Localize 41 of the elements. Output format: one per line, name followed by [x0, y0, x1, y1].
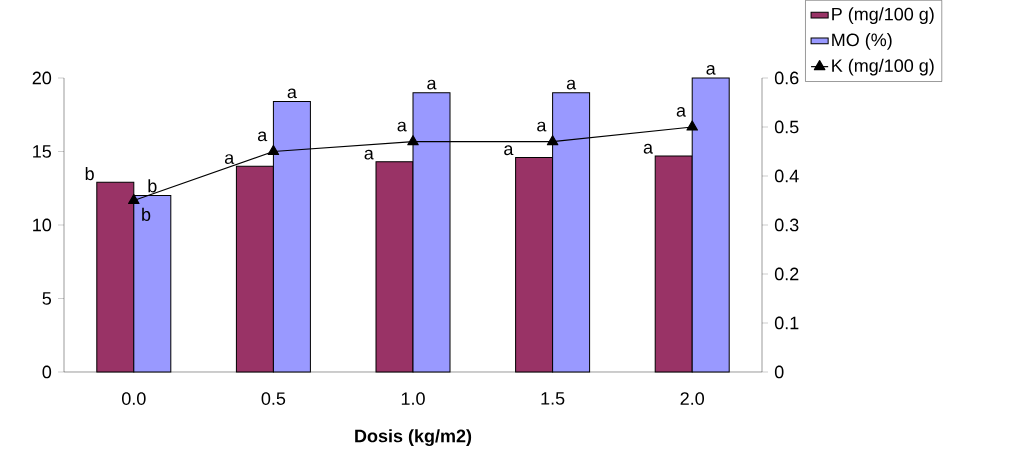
y2-tick-label: 0.3 — [774, 218, 799, 232]
data-label: a — [643, 143, 653, 154]
y2-tick-label: 0.2 — [774, 267, 799, 281]
legend-label: K (mg/100 g) — [832, 58, 934, 76]
y-tick-label: 0 — [42, 365, 52, 379]
point — [407, 135, 419, 146]
data-label: a — [257, 131, 268, 142]
data-label: a — [537, 121, 547, 132]
x-tick-label: 1.5 — [541, 392, 565, 405]
y-tick-label: 20 — [32, 71, 52, 85]
data-label: a — [397, 121, 407, 132]
data-label: a — [287, 88, 297, 99]
y2-tick-label: 0.6 — [774, 71, 799, 85]
y2-tick-label: 0.1 — [774, 316, 799, 330]
x-tick-label: 2.0 — [680, 392, 705, 405]
point — [546, 135, 559, 146]
point — [128, 193, 140, 205]
data-label: a — [224, 154, 235, 164]
data-label: a — [427, 79, 437, 90]
data-label: a — [676, 106, 686, 117]
y2-tick-label: 0.5 — [774, 120, 799, 134]
legend-label: MO (%) — [832, 33, 892, 50]
x-tick-label: 1.0 — [401, 392, 425, 405]
x-axis-title: Dosis (kg/m2) — [355, 429, 472, 446]
x-tick-label: 0.0 — [122, 392, 146, 405]
point — [686, 120, 698, 131]
data-label: a — [706, 64, 716, 75]
point — [267, 144, 280, 156]
x-tick-label: 0.5 — [261, 392, 286, 405]
data-label: b — [85, 166, 94, 181]
y-tick-label: 15 — [33, 145, 52, 158]
data-label: a — [504, 145, 514, 156]
data-label: a — [364, 149, 374, 160]
legend-label: P (mg/100 g) — [832, 7, 934, 25]
y2-tick-label: 0.4 — [774, 169, 799, 183]
y-tick-label: 5 — [42, 292, 52, 305]
y2-tick-label: 0 — [774, 365, 784, 379]
y-tick-label: 10 — [33, 218, 52, 232]
data-label: b — [148, 179, 157, 193]
data-label: b — [142, 207, 151, 221]
data-label: a — [566, 79, 577, 90]
